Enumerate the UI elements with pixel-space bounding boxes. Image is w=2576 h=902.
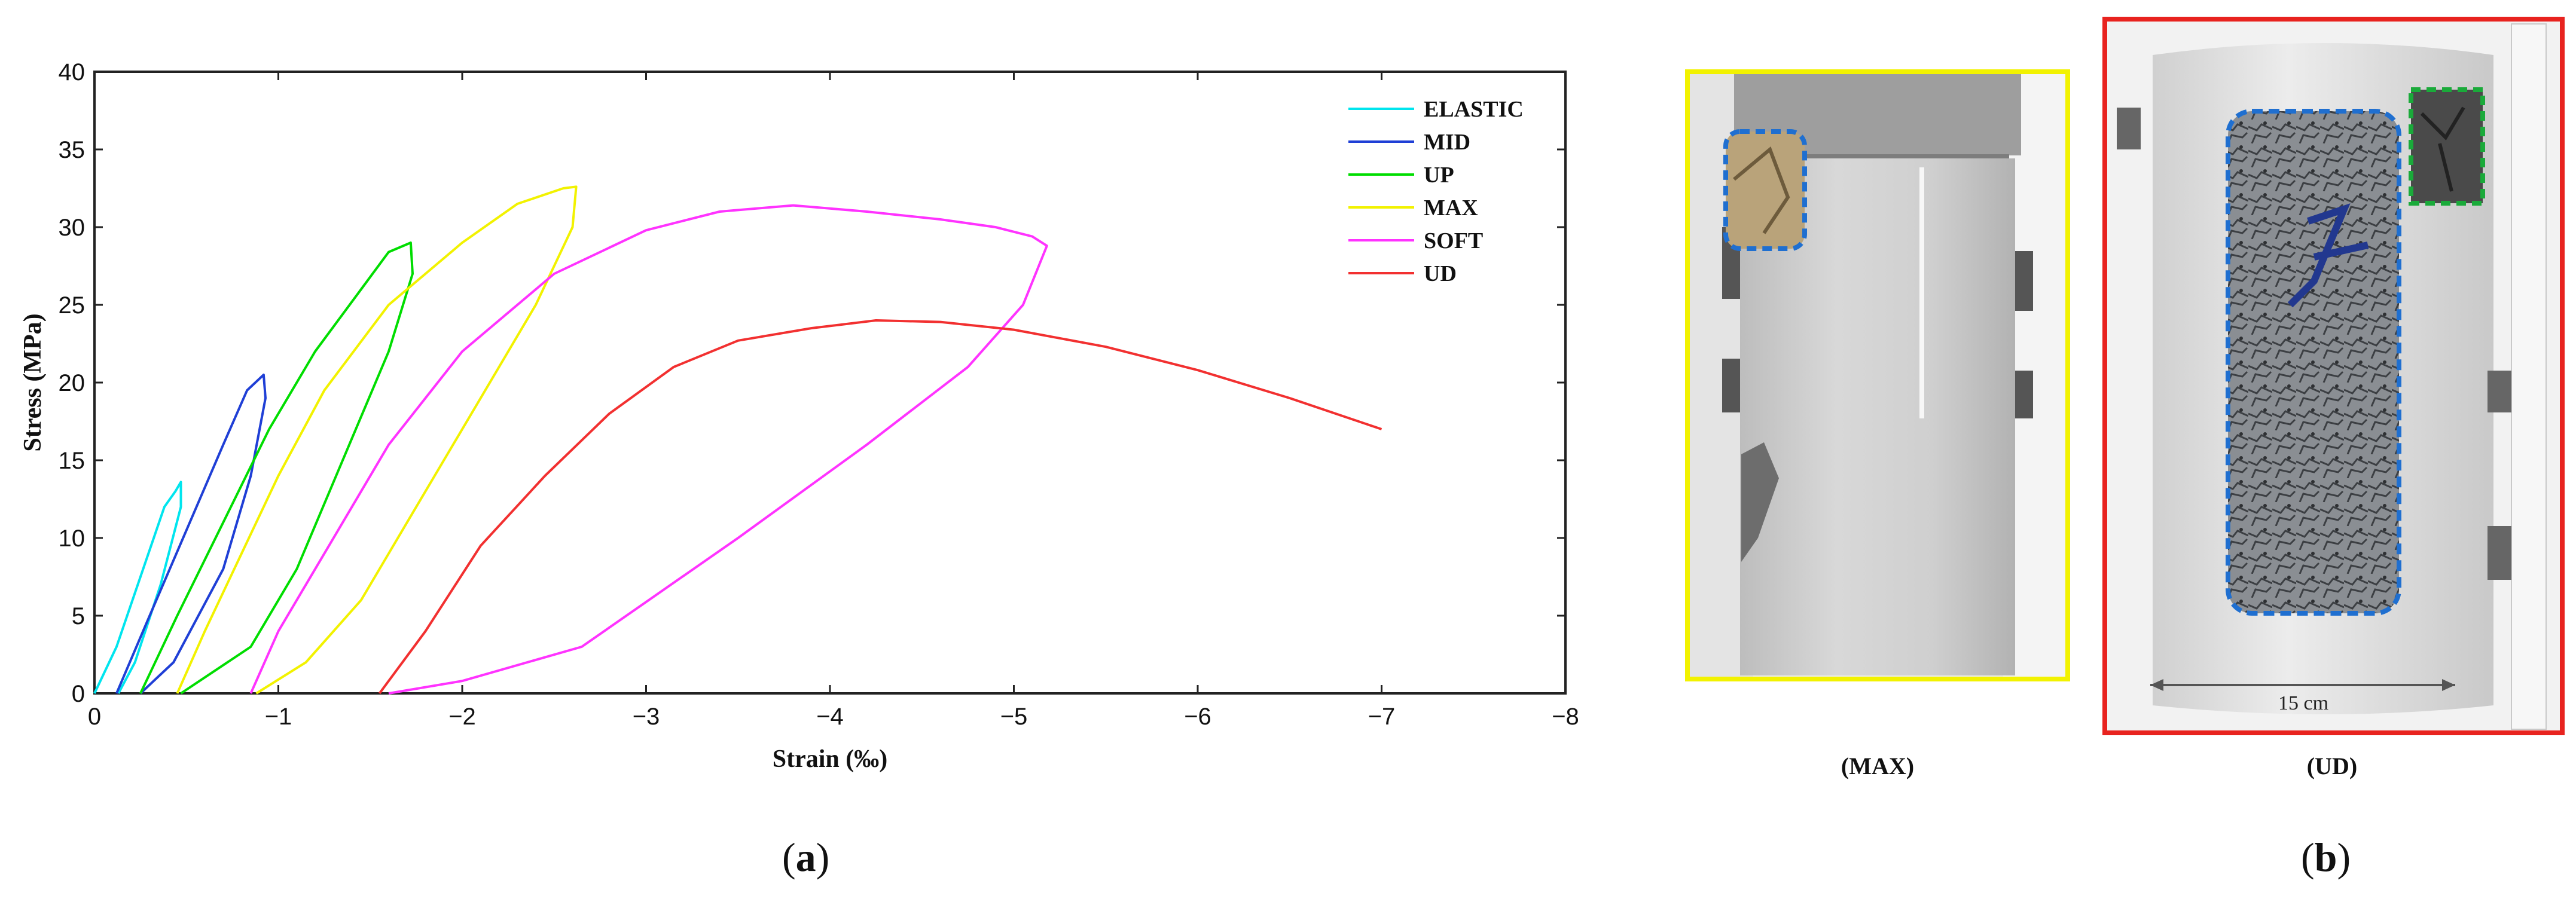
y-tick-label: 15: [59, 448, 86, 474]
y-tick-label: 0: [72, 681, 85, 707]
y-tick-label: 35: [59, 137, 86, 163]
x-axis-ticks: 0 −1 −2 −3 −4 −5 −6 −7 −8: [88, 72, 1579, 730]
y-axis-ticks: 0 5 10 15 20 25 30 35 40: [59, 59, 1565, 707]
photo-max-frame: [1685, 69, 2070, 681]
x-tick-label: −8: [1552, 704, 1579, 730]
y-tick-label: 30: [59, 215, 86, 241]
panel-a-letter: a: [795, 834, 816, 880]
x-tick-label: −1: [265, 704, 292, 730]
y-tick-label: 25: [59, 292, 86, 319]
photo-ud: [2105, 19, 2562, 733]
photo-ud-highlight-blue: [2226, 109, 2401, 616]
x-tick-label: 0: [88, 704, 101, 730]
photo-ud-highlight-green: [2409, 87, 2485, 206]
photo-ud-frame: [2102, 17, 2565, 735]
y-axis-label: Stress (MPa): [19, 313, 47, 451]
y-tick-label: 5: [72, 603, 85, 629]
x-tick-label: −5: [1000, 704, 1028, 730]
x-tick-label: −3: [633, 704, 660, 730]
legend-label-soft: SOFT: [1424, 228, 1483, 253]
photo-panel: [1685, 17, 2565, 735]
data-series: [93, 185, 1382, 695]
series-line-mid: [115, 374, 267, 695]
y-tick-label: 20: [59, 370, 86, 396]
photo-ud-caption: (UD): [2306, 753, 2358, 779]
x-tick-label: −7: [1368, 704, 1396, 730]
series-line-ud: [378, 319, 1382, 695]
series-line-up: [139, 241, 414, 695]
scale-label: 15 cm: [2278, 692, 2329, 714]
photo-max: [1687, 72, 2068, 679]
panel-b-letter: b: [2314, 834, 2337, 880]
legend-label-mid: MID: [1424, 130, 1470, 155]
photo-max-highlight: [1723, 129, 1807, 251]
legend-label-elastic: ELASTIC: [1424, 97, 1524, 122]
series-line-soft: [249, 204, 1048, 695]
y-tick-label: 10: [59, 525, 86, 552]
legend-label-ud: UD: [1424, 261, 1457, 286]
x-tick-label: −2: [448, 704, 476, 730]
panel-b-label: (b): [2301, 834, 2351, 880]
series-line-elastic: [93, 481, 182, 694]
x-tick-label: −4: [816, 704, 844, 730]
x-tick-label: −6: [1184, 704, 1211, 730]
stress-strain-chart: 0 5 10 15 20 25 30 35 40 0 −1 −2 −3 −4 −5 −6 −7 −8 Strai…: [19, 59, 1579, 773]
y-tick-label: 40: [59, 59, 86, 85]
plot-frame: [93, 71, 1567, 695]
legend: ELASTIC MID UP MAX SOFT UD: [1348, 97, 1524, 286]
panel-a-label: (a): [782, 834, 830, 880]
x-axis-label: Strain (‰): [773, 745, 888, 773]
legend-label-up: UP: [1424, 163, 1454, 188]
series-line-max: [176, 185, 578, 695]
photo-max-caption: (MAX): [1841, 753, 1915, 779]
legend-label-max: MAX: [1424, 195, 1478, 221]
